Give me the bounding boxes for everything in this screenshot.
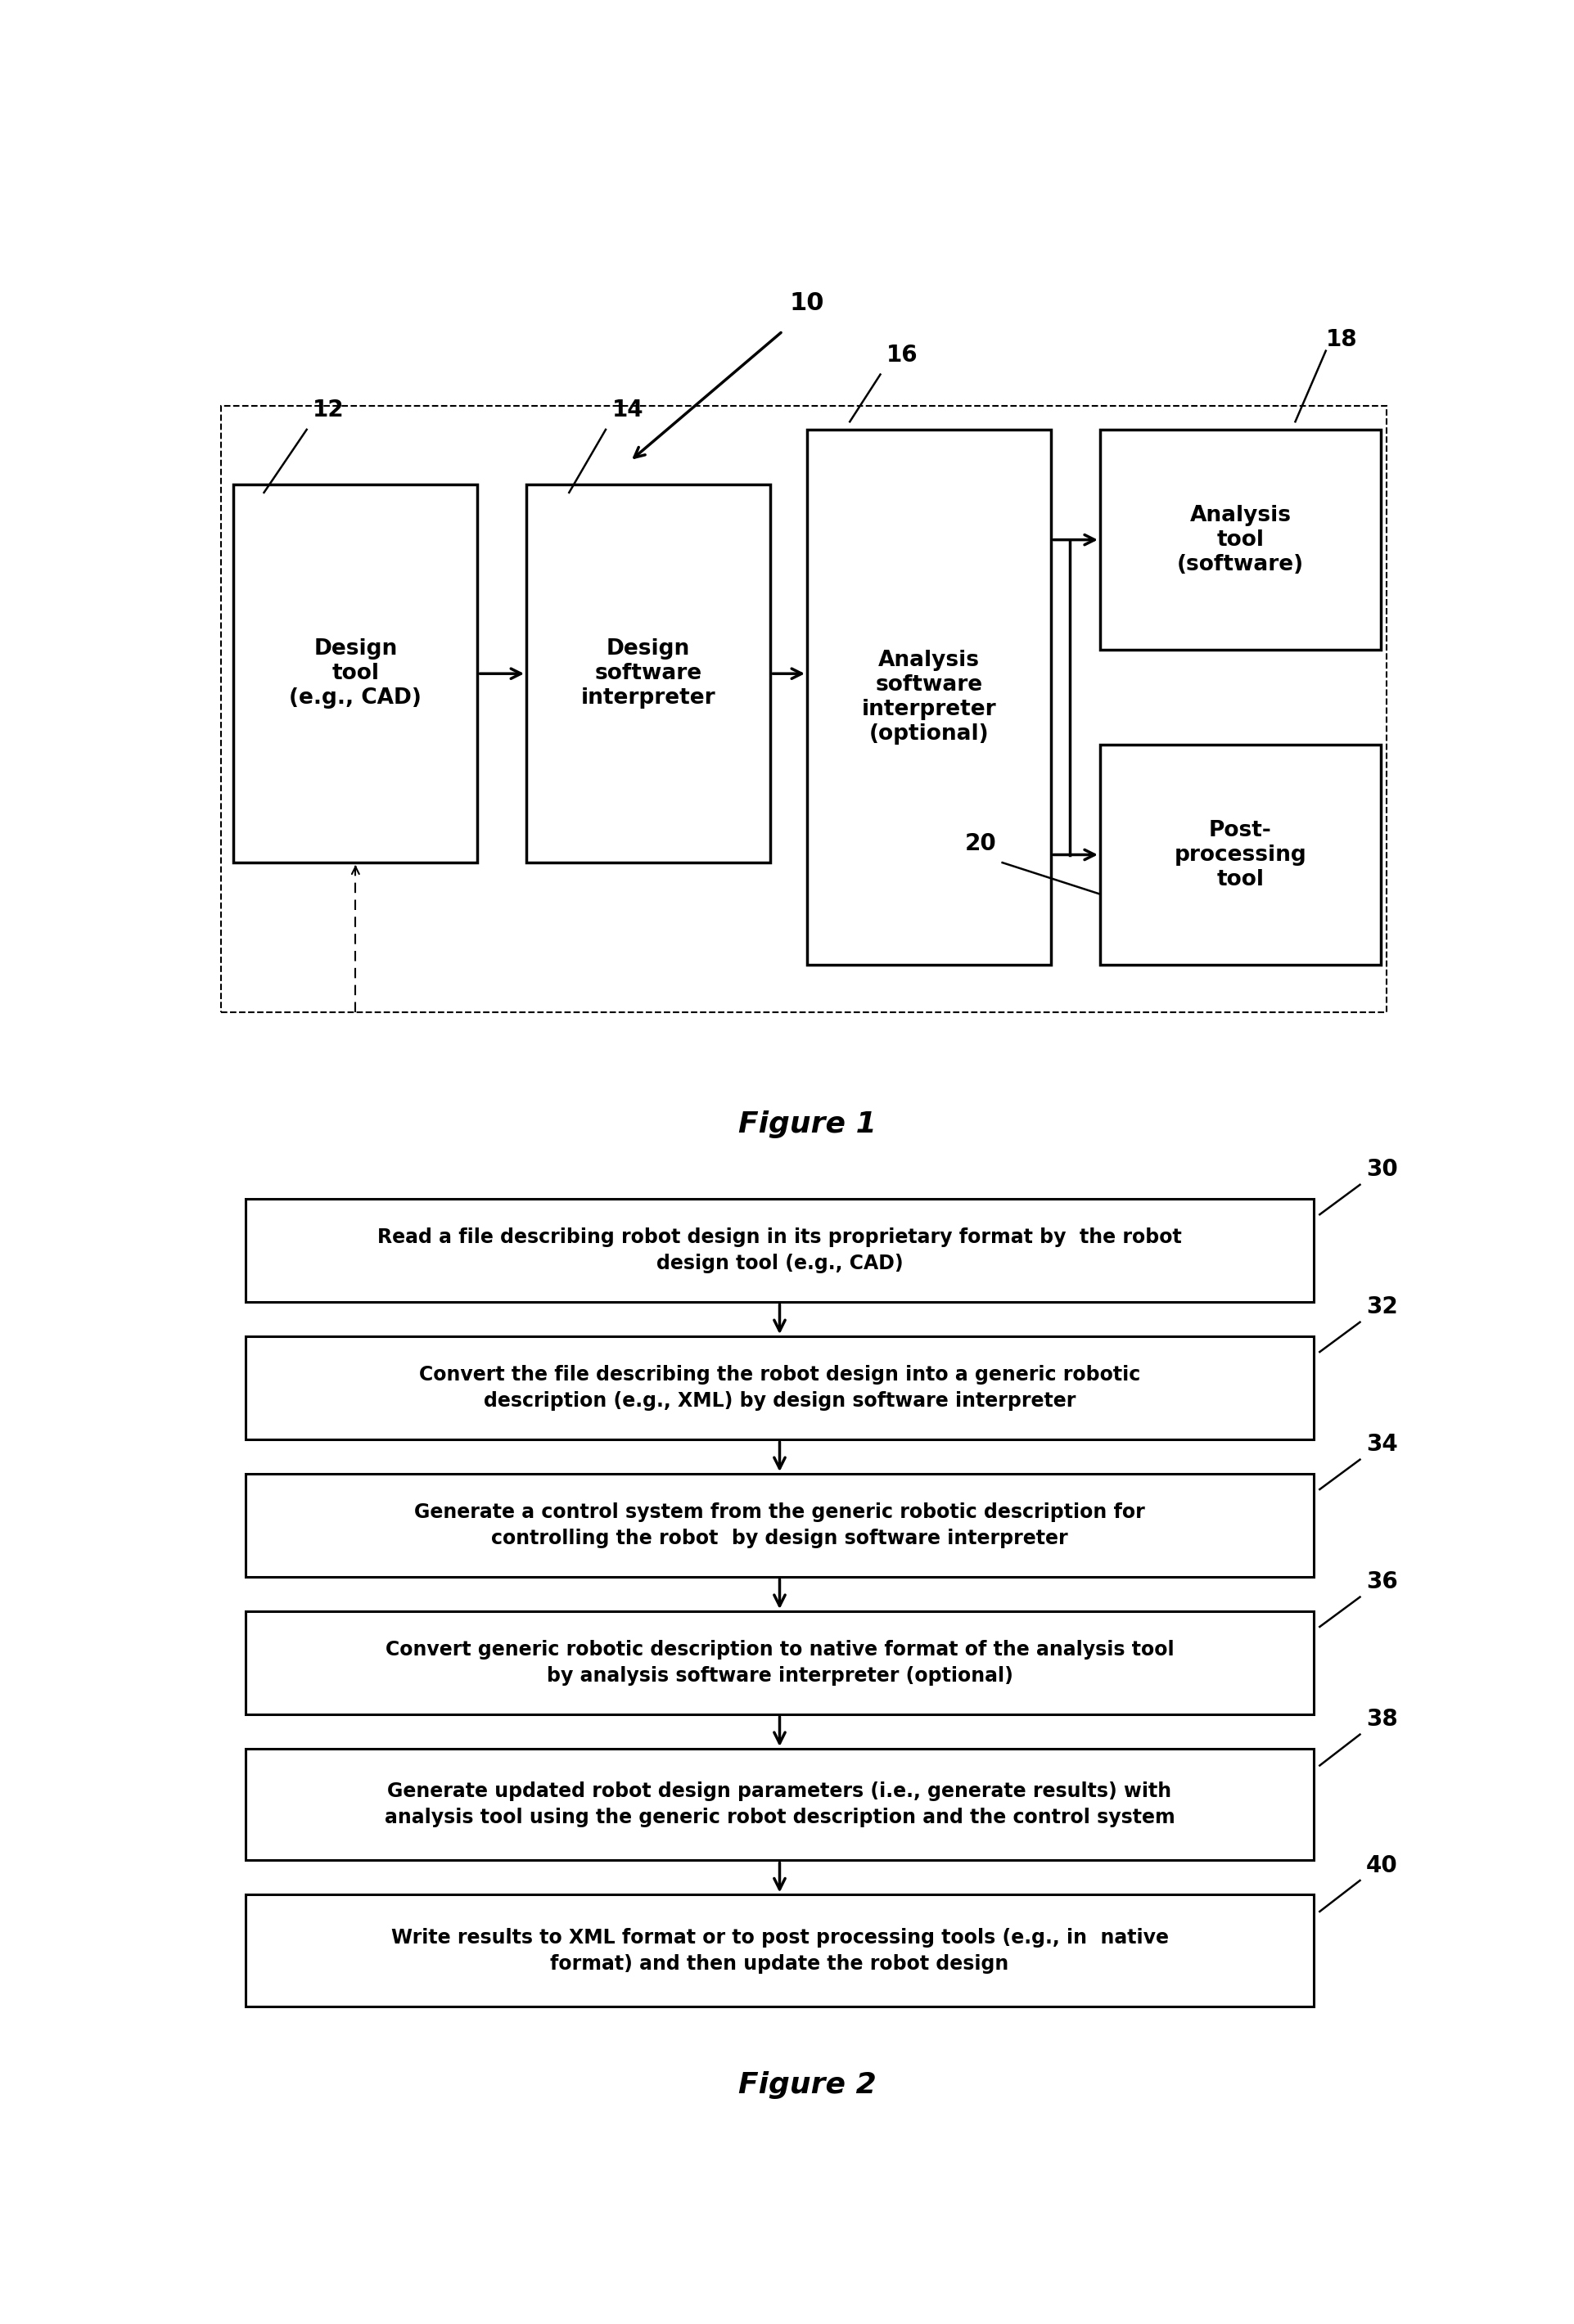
Text: 36: 36 <box>1365 1571 1398 1594</box>
Text: Convert the file describing the robot design into a generic robotic
description : Convert the file describing the robot de… <box>419 1364 1140 1411</box>
Text: Write results to XML format or to post processing tools (e.g., in  native
format: Write results to XML format or to post p… <box>390 1929 1168 1973</box>
Text: Design
software
interpreter: Design software interpreter <box>581 639 716 709</box>
Text: Analysis
software
interpreter
(optional): Analysis software interpreter (optional) <box>861 651 996 744</box>
Text: 18: 18 <box>1325 328 1357 351</box>
Bar <box>246 1748 1313 1862</box>
Bar <box>233 486 477 862</box>
Bar <box>246 1894 1313 2006</box>
Text: 40: 40 <box>1365 1855 1398 1878</box>
Text: Post-
processing
tool: Post- processing tool <box>1174 820 1306 890</box>
Bar <box>1099 430 1380 651</box>
Text: 14: 14 <box>611 400 644 421</box>
Bar <box>246 1199 1313 1301</box>
Text: 10: 10 <box>789 290 825 316</box>
Text: 32: 32 <box>1365 1297 1398 1318</box>
Bar <box>220 407 1387 1013</box>
Text: Figure 2: Figure 2 <box>738 2071 875 2099</box>
Text: 16: 16 <box>886 344 918 367</box>
Bar <box>246 1336 1313 1439</box>
Bar <box>246 1473 1313 1578</box>
Text: 12: 12 <box>313 400 345 421</box>
Text: Generate a control system from the generic robotic description for
controlling t: Generate a control system from the gener… <box>414 1504 1144 1548</box>
Bar <box>246 1611 1313 1715</box>
Bar <box>806 430 1051 964</box>
Text: Convert generic robotic description to native format of the analysis tool
by ana: Convert generic robotic description to n… <box>386 1641 1173 1685</box>
Text: Design
tool
(e.g., CAD): Design tool (e.g., CAD) <box>290 639 422 709</box>
Text: Read a file describing robot design in its proprietary format by  the robot
desi: Read a file describing robot design in i… <box>378 1227 1180 1274</box>
Text: 20: 20 <box>963 832 996 855</box>
Text: 30: 30 <box>1365 1157 1398 1181</box>
Text: Analysis
tool
(software): Analysis tool (software) <box>1176 504 1303 574</box>
Bar <box>526 486 770 862</box>
Text: 38: 38 <box>1365 1708 1398 1731</box>
Text: Figure 1: Figure 1 <box>738 1111 875 1139</box>
Text: 34: 34 <box>1365 1434 1398 1457</box>
Bar <box>1099 744 1380 964</box>
Text: Generate updated robot design parameters (i.e., generate results) with
analysis : Generate updated robot design parameters… <box>384 1783 1174 1827</box>
